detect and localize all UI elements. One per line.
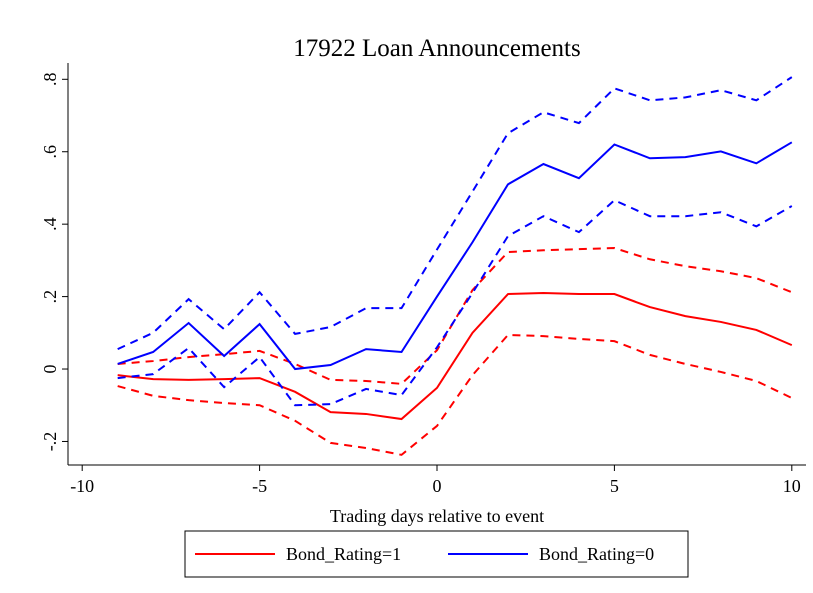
y-tick-label: .8 bbox=[40, 73, 60, 87]
series-line bbox=[117, 291, 793, 421]
y-tick-label: 0 bbox=[40, 365, 60, 374]
y-tick-label: -.2 bbox=[40, 432, 60, 452]
y-tick-label: .6 bbox=[40, 145, 60, 159]
legend-label: Bond_Rating=1 bbox=[286, 544, 401, 564]
x-tick-label: -5 bbox=[252, 476, 267, 496]
confidence-line bbox=[117, 333, 793, 456]
y-tick-label: .2 bbox=[40, 290, 60, 304]
y-tick-label: .4 bbox=[40, 217, 60, 231]
confidence-line bbox=[117, 76, 793, 351]
confidence-line bbox=[117, 247, 793, 385]
x-tick-label: 10 bbox=[783, 476, 801, 496]
x-tick-label: 5 bbox=[610, 476, 619, 496]
x-tick-label: 0 bbox=[433, 476, 442, 496]
x-tick-label: -10 bbox=[70, 476, 94, 496]
x-axis-label: Trading days relative to event bbox=[330, 506, 544, 526]
series-line bbox=[117, 141, 793, 371]
legend-label: Bond_Rating=0 bbox=[539, 544, 654, 564]
chart-title: 17922 Loan Announcements bbox=[293, 35, 580, 62]
confidence-line bbox=[117, 199, 793, 407]
